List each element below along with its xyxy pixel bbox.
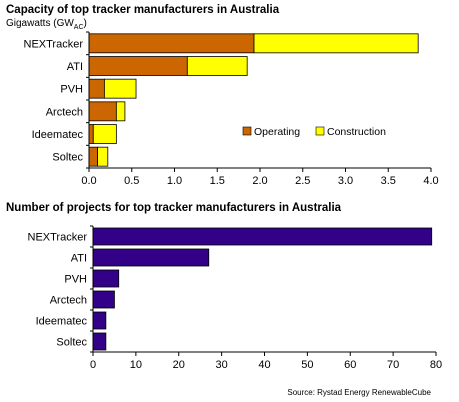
chart2-category-label: PVH [64,274,87,286]
chart1-bar-soltec-s0 [88,146,98,167]
chart2-xtick-label: 70 [387,359,399,371]
chart1-bar-nextracker-s1 [253,33,419,54]
chart1-xtick-label: 0.0 [81,175,96,187]
chart2-category-label: Arctech [50,295,87,307]
chart1-bar-arctech-s0 [88,101,117,122]
chart1-xtick-label: 0.5 [124,175,139,187]
chart2-title: Number of projects for top tracker manuf… [6,202,342,214]
chart1-category-label: Soltec [52,152,83,164]
chart1-bar-ideematec-s0 [88,124,94,144]
chart2-bar-soltec-s0 [92,332,107,351]
chart1-legend-label: Operating [254,126,300,138]
chart2-xtick-label: 20 [173,359,185,371]
chart1-xtick-label: 3.0 [338,175,353,187]
chart1-category-label: Ideematec [32,129,84,141]
chart1-category-label: NEXTracker [24,38,84,50]
chart1-bar-nextracker-s0 [88,33,255,54]
chart1-xtick-label: 1.0 [167,175,182,187]
chart1-category-label: PVH [60,84,83,96]
chart1-xtick-label: 1.5 [210,175,225,187]
chart1-bar-pvh-s1 [103,78,137,99]
chart1-legend-swatch [242,126,252,136]
chart2-category-label: Soltec [56,337,87,349]
unit-subscript: AC [73,24,84,31]
source-note: Source: Rystad Energy RenewableCube [287,388,431,397]
chart1-xtick-label: 3.5 [381,175,396,187]
chart1-unit-label: Gigawatts (GWAC) [6,18,87,31]
chart1-bar-ideematec-s1 [92,124,117,144]
chart1-bar-soltec-s1 [97,146,109,167]
chart2-category-label: Ideematec [36,316,88,328]
chart1-bar-ati-s1 [186,56,248,76]
chart2-xtick-label: 0 [90,359,96,371]
chart2-bar-nextracker-s0 [92,227,433,246]
chart1-xtick-label: 2.0 [252,175,267,187]
chart1-bar-ati-s0 [88,56,188,76]
chart1-bar-pvh-s0 [88,78,105,99]
chart2-xtick-label: 30 [216,359,228,371]
chart1-xtick-label: 4.0 [423,175,438,187]
chart2-xtick-label: 80 [430,359,442,371]
unit-suffix: ) [83,18,87,29]
chart2-bar-ideematec-s0 [92,311,107,330]
chart2-bar-pvh-s0 [92,269,120,288]
chart2-category-label: NEXTracker [28,232,88,244]
chart2-category-label: ATI [71,253,87,265]
chart1-bar-arctech-s1 [115,101,126,122]
chart1-legend-swatch [315,126,325,136]
chart1-category-label: ATI [67,61,83,73]
chart1-xtick-label: 2.5 [295,175,310,187]
chart1-category-label: Arctech [46,106,83,118]
unit-prefix: Gigawatts (GW [6,18,74,29]
chart2-xtick-label: 50 [301,359,313,371]
chart1-title: Capacity of top tracker manufacturers in… [6,4,280,16]
chart2-xtick-label: 40 [258,359,270,371]
chart2-bar-arctech-s0 [92,290,115,309]
chart1-legend-label: Construction [327,126,386,138]
chart2-xtick-label: 10 [130,359,142,371]
chart2-bar-ati-s0 [92,248,210,267]
chart2-xtick-label: 60 [344,359,356,371]
